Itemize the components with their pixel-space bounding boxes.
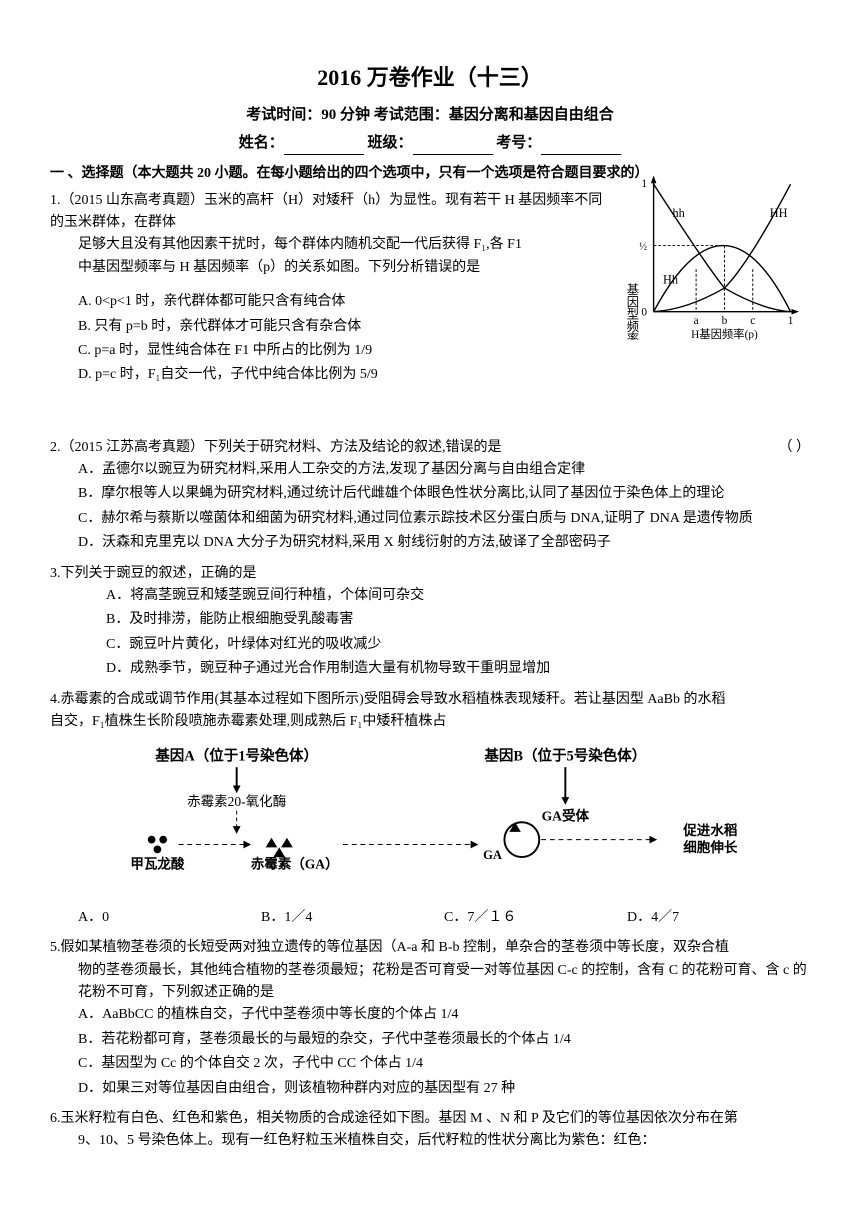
question-2: 2.（2015 江苏高考真题）下列关于研究材料、方法及结论的叙述,错误的是 （ …	[50, 437, 810, 555]
question-1: 1 ½ 0 a b c 1 hh HH Hh 基因型频率 H基因频率(p) 1.…	[50, 190, 810, 389]
question-5: 5.假如某植物茎卷须的长短受两对独立遗传的等位基因（A-a 和 B-b 控制，单…	[50, 937, 810, 1100]
q4-option-a: A．0	[78, 907, 261, 929]
id-label: 考号：	[496, 135, 541, 151]
class-blank[interactable]	[413, 137, 493, 155]
y-axis-label: 基因型频率	[625, 283, 639, 340]
effect-label-2: 细胞伸长	[683, 840, 738, 856]
q3-option-b: B．及时排涝，能防止根细胞受乳酸毒害	[106, 609, 810, 631]
q3-option-c: C．豌豆叶片黄化，叶绿体对红光的吸收减少	[106, 634, 810, 656]
class-label: 班级：	[367, 135, 412, 151]
x-tick-c: c	[750, 315, 755, 327]
enzyme-label: 赤霉素20-氧化酶	[187, 794, 286, 809]
q2-option-b: B．摩尔根等人以果蝇为研究材料,通过统计后代雌雄个体眼色性状分离比,认同了基因位…	[78, 483, 810, 505]
q3-option-d: D．成熟季节，豌豆种子通过光合作用制造大量有机物导致干重明显增加	[106, 658, 810, 680]
y-tick-1: 1	[641, 178, 647, 190]
question-3: 3.下列关于豌豆的叙述，正确的是 A．将高茎豌豆和矮茎豌豆间行种植，个体间可杂交…	[50, 563, 810, 681]
x-axis-label: H基因频率(p)	[691, 327, 758, 340]
q5-stem-line2: 物的茎卷须最长，其他纯合植物的茎卷须最短；花粉是否可育受一对等位基因 C-c 的…	[78, 960, 810, 1005]
y-tick-half: ½	[639, 241, 647, 252]
student-info-line: 姓名： 班级： 考号：	[50, 131, 810, 155]
q3-stem: 3.下列关于豌豆的叙述，正确的是	[50, 563, 810, 585]
q4-diagram: 基因A（位于1号染色体） 基因B（位于5号染色体） 赤霉素20-氧化酶 甲瓦龙酸…	[50, 743, 810, 896]
x-tick-a: a	[694, 315, 699, 327]
id-blank[interactable]	[541, 137, 621, 155]
q3-option-a: A．将高茎豌豆和矮茎豌豆间行种植，个体间可杂交	[106, 585, 810, 607]
receptor-label: GA受体	[542, 808, 590, 824]
gene-b-label: 基因B（位于5号染色体）	[483, 747, 646, 765]
x-tick-b: b	[722, 315, 728, 327]
curve-label-hh: hh	[673, 206, 685, 220]
q4-option-d: D．4／7	[627, 907, 810, 929]
question-4: 4.赤霉素的合成或调节作用(其基本过程如下图所示)受阻碍会导致水稻植株表现矮秆。…	[50, 689, 810, 930]
name-label: 姓名：	[239, 135, 284, 151]
q2-option-a: A．孟德尔以豌豆为研究材料,采用人工杂交的方法,发现了基因分离与自由组合定律	[78, 459, 810, 481]
q6-stem-line1: 6.玉米籽粒有白色、红色和紫色，相关物质的合成途径如下图。基因 M 、N 和 P…	[50, 1108, 810, 1130]
q2-stem: 2.（2015 江苏高考真题）下列关于研究材料、方法及结论的叙述,错误的是	[50, 440, 502, 455]
q4-stem-line2: 自交，F₁植株生长阶段喷施赤霉素处理,则成熟后 F₁中矮秆植株占	[50, 711, 810, 733]
q5-option-d: D．如果三对等位基因自由组合，则该植物种群内对应的基因型有 27 种	[78, 1078, 810, 1100]
question-6: 6.玉米籽粒有白色、红色和紫色，相关物质的合成途径如下图。基因 M 、N 和 P…	[50, 1108, 810, 1153]
q5-option-b: B．若花粉都可育，茎卷须最长的与最短的杂交，子代中茎卷须最长的个体占 1/4	[78, 1029, 810, 1051]
x-tick-1: 1	[788, 315, 794, 327]
curve-label-HH: HH	[770, 206, 788, 220]
mevalonate-label: 甲瓦龙酸	[130, 856, 185, 872]
ga-text: GA	[483, 848, 502, 862]
q2-paren: （ ）	[779, 437, 811, 459]
q1-option-d: D. p=c 时，F₁自交一代，子代中纯合体比例为 5/9	[78, 364, 810, 386]
q1-option-c: C. p=a 时，显性纯合体在 F1 中所占的比例为 1/9	[78, 340, 810, 362]
q1-chart: 1 ½ 0 a b c 1 hh HH Hh 基因型频率 H基因频率(p)	[620, 170, 810, 340]
exam-title: 2016 万卷作业（十三）	[50, 60, 810, 95]
y-tick-0: 0	[641, 306, 647, 318]
q5-option-a: A．AaBbCC 的植株自交，子代中茎卷须中等长度的个体占 1/4	[78, 1004, 810, 1026]
effect-label-1: 促进水稻	[682, 822, 738, 838]
q2-option-c: C．赫尔希与蔡斯以噬菌体和细菌为研究材料,通过同位素示踪技术区分蛋白质与 DNA…	[78, 508, 810, 530]
q5-option-c: C．基因型为 Cc 的个体自交 2 次，子代中 CC 个体占 1/4	[78, 1053, 810, 1075]
exam-subtitle: 考试时间：90 分钟 考试范围：基因分离和基因自由组合	[50, 103, 810, 127]
name-blank[interactable]	[284, 137, 364, 155]
ga-label: 赤霉素（GA）	[251, 856, 339, 872]
q4-option-c: C．7／１６	[444, 907, 627, 929]
q4-option-b: B．1／4	[261, 907, 444, 929]
gene-a-label: 基因A（位于1号染色体）	[154, 747, 318, 765]
q5-stem-line1: 5.假如某植物茎卷须的长短受两对独立遗传的等位基因（A-a 和 B-b 控制，单…	[50, 937, 810, 959]
q2-option-d: D．沃森和克里克以 DNA 大分子为研究材料,采用 X 射线衍射的方法,破译了全…	[78, 532, 810, 554]
q6-stem-line2: 9、10、5 号染色体上。现有一红色籽粒玉米植株自交，后代籽粒的性状分离比为紫色…	[78, 1130, 810, 1152]
q4-stem-line1: 4.赤霉素的合成或调节作用(其基本过程如下图所示)受阻碍会导致水稻植株表现矮秆。…	[50, 689, 810, 711]
curve-label-Hh: Hh	[663, 272, 678, 286]
